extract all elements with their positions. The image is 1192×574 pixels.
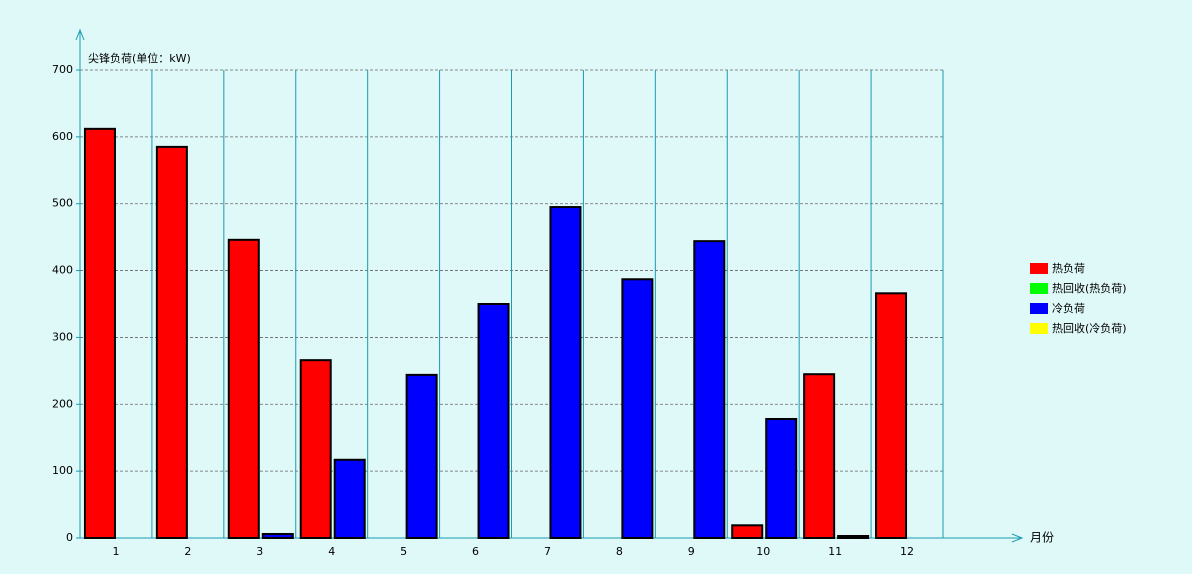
- bar: [693, 240, 726, 539]
- bar: [227, 238, 260, 539]
- bar: [477, 303, 510, 539]
- x-axis-arrow: [1011, 533, 1024, 543]
- legend-swatch: [1030, 283, 1048, 294]
- x-tick-label: 6: [472, 545, 479, 558]
- y-tick-label: 200: [52, 397, 73, 410]
- x-tick-label: 9: [688, 545, 695, 558]
- legend-label: 热负荷: [1052, 261, 1085, 275]
- bar: [803, 373, 836, 540]
- x-tick-label: 3: [256, 545, 263, 558]
- y-tick-label: 400: [52, 264, 73, 277]
- y-tick-label: 100: [52, 464, 73, 477]
- x-tick-label: 8: [616, 545, 623, 558]
- bar: [621, 278, 654, 539]
- x-tick-label: 2: [184, 545, 191, 558]
- y-tick-label: 500: [52, 197, 73, 210]
- bar: [837, 534, 870, 539]
- legend-swatch: [1030, 263, 1048, 274]
- bar: [333, 458, 366, 539]
- y-tick-label: 300: [52, 330, 73, 343]
- x-axis-label: 月份: [1030, 531, 1054, 545]
- x-tick-label: 11: [828, 545, 842, 558]
- bar: [731, 524, 764, 539]
- bar: [83, 127, 116, 539]
- x-tick-label: 10: [756, 545, 770, 558]
- bar: [405, 373, 438, 539]
- bar: [155, 145, 188, 539]
- bar: [549, 206, 582, 540]
- bar: [875, 292, 908, 539]
- x-tick-label: 12: [900, 545, 914, 558]
- x-tick-label: 7: [544, 545, 551, 558]
- y-axis-arrow: [75, 28, 85, 41]
- bar: [765, 417, 798, 540]
- bar: [261, 532, 294, 540]
- legend-swatch: [1030, 323, 1048, 334]
- y-tick-label: 600: [52, 130, 73, 143]
- legend-label: 冷负荷: [1052, 301, 1085, 315]
- x-tick-label: 4: [328, 545, 335, 558]
- legend-label: 热回收(冷负荷): [1052, 321, 1127, 335]
- y-tick-label: 0: [66, 531, 73, 544]
- legend-swatch: [1030, 303, 1048, 314]
- legend-label: 热回收(热负荷): [1052, 281, 1127, 295]
- x-tick-label: 5: [400, 545, 407, 558]
- y-axis-label: 尖锋负荷(单位：kW): [88, 51, 191, 65]
- bar: [299, 359, 332, 539]
- y-tick-label: 700: [52, 63, 73, 76]
- x-tick-label: 1: [112, 545, 119, 558]
